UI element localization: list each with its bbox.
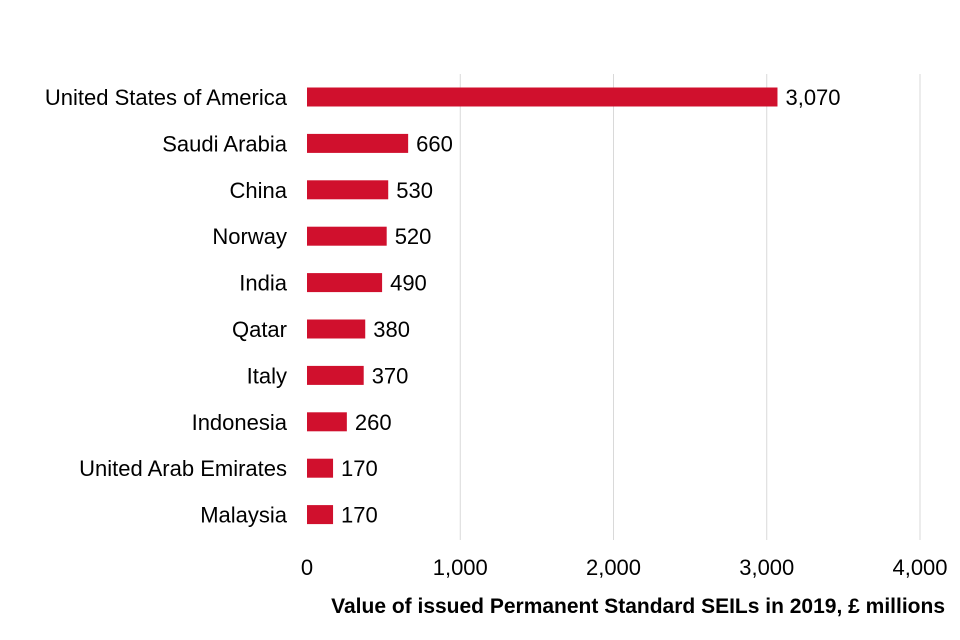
gridlines: [459, 74, 921, 540]
value-label: 490: [390, 271, 427, 296]
bars: [307, 87, 778, 525]
value-label: 3,070: [785, 85, 840, 110]
value-label: 660: [416, 131, 453, 156]
x-tick-label: 4,000: [892, 555, 947, 580]
x-axis-title: Value of issued Permanent Standard SEILs…: [331, 595, 945, 618]
x-tick-label: 0: [301, 555, 313, 580]
value-label: 530: [396, 178, 433, 203]
category-labels: United States of America Saudi Arabia Chin…: [45, 85, 288, 528]
bar-indonesia: [307, 412, 347, 432]
value-label: 170: [341, 456, 378, 481]
bar-italy: [307, 365, 364, 385]
category-label: Malaysia: [200, 503, 288, 528]
category-label: United Arab Emirates: [79, 456, 287, 481]
category-label: India: [239, 271, 287, 296]
bar-saudi-arabia: [307, 133, 409, 153]
value-label: 260: [355, 410, 392, 435]
bar-united-arab-emirates: [307, 458, 334, 478]
category-label: United States of America: [45, 85, 288, 110]
category-label: Italy: [247, 363, 287, 388]
category-label: Norway: [212, 224, 287, 249]
value-label: 170: [341, 503, 378, 528]
x-tick-label: 3,000: [739, 555, 794, 580]
category-label: Saudi Arabia: [162, 131, 288, 156]
value-label: 380: [373, 317, 410, 342]
category-label: Qatar: [232, 317, 287, 342]
value-labels: 3,070 660 530 520 490 380 370 260 170 170: [341, 85, 840, 528]
bar-india: [307, 273, 383, 293]
bar-china: [307, 180, 389, 200]
category-label: Indonesia: [192, 410, 288, 435]
x-tick-label: 1,000: [433, 555, 488, 580]
category-label: China: [230, 178, 288, 203]
value-label: 520: [395, 224, 432, 249]
bar-norway: [307, 226, 387, 246]
bar-malaysia: [307, 505, 334, 525]
bar-qatar: [307, 319, 366, 339]
value-label: 370: [372, 363, 409, 388]
bar-united-states-of-america: [307, 87, 778, 107]
x-axis-ticks: 0 1,000 2,000 3,000 4,000: [301, 555, 948, 580]
x-tick-label: 2,000: [586, 555, 641, 580]
